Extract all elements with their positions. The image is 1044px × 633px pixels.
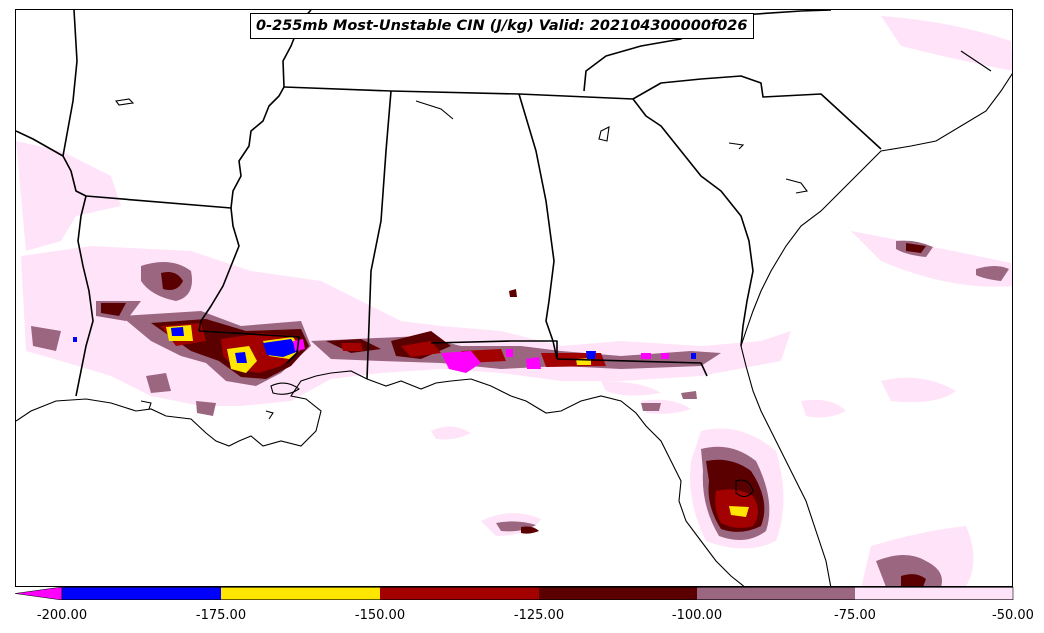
map-canvas xyxy=(16,10,1012,586)
colorbar-bin-6 xyxy=(855,587,1013,600)
colorbar-extend-min xyxy=(15,587,63,600)
colorbar-bin-3 xyxy=(380,587,539,600)
map-panel xyxy=(15,9,1013,587)
colorbar-bin-4 xyxy=(539,587,697,600)
colorbar-bin-5 xyxy=(697,587,855,600)
colorbar-tick: -200.00 xyxy=(36,608,88,623)
colorbar-tick: -175.00 xyxy=(195,608,247,623)
cin-shading xyxy=(16,16,1012,586)
coastline xyxy=(16,50,1012,586)
colorbar-tick: -125.00 xyxy=(513,608,565,623)
colorbar xyxy=(15,587,1014,600)
colorbar-tick: -150.00 xyxy=(354,608,406,623)
colorbar-bin-1 xyxy=(62,587,221,600)
colorbar-tick: -50.00 xyxy=(992,608,1034,623)
colorbar-tick: -100.00 xyxy=(671,608,723,623)
map-title: 0-255mb Most-Unstable CIN (J/kg) Valid: … xyxy=(250,13,754,39)
colorbar-bin-2 xyxy=(221,587,380,600)
colorbar-tick: -75.00 xyxy=(834,608,876,623)
